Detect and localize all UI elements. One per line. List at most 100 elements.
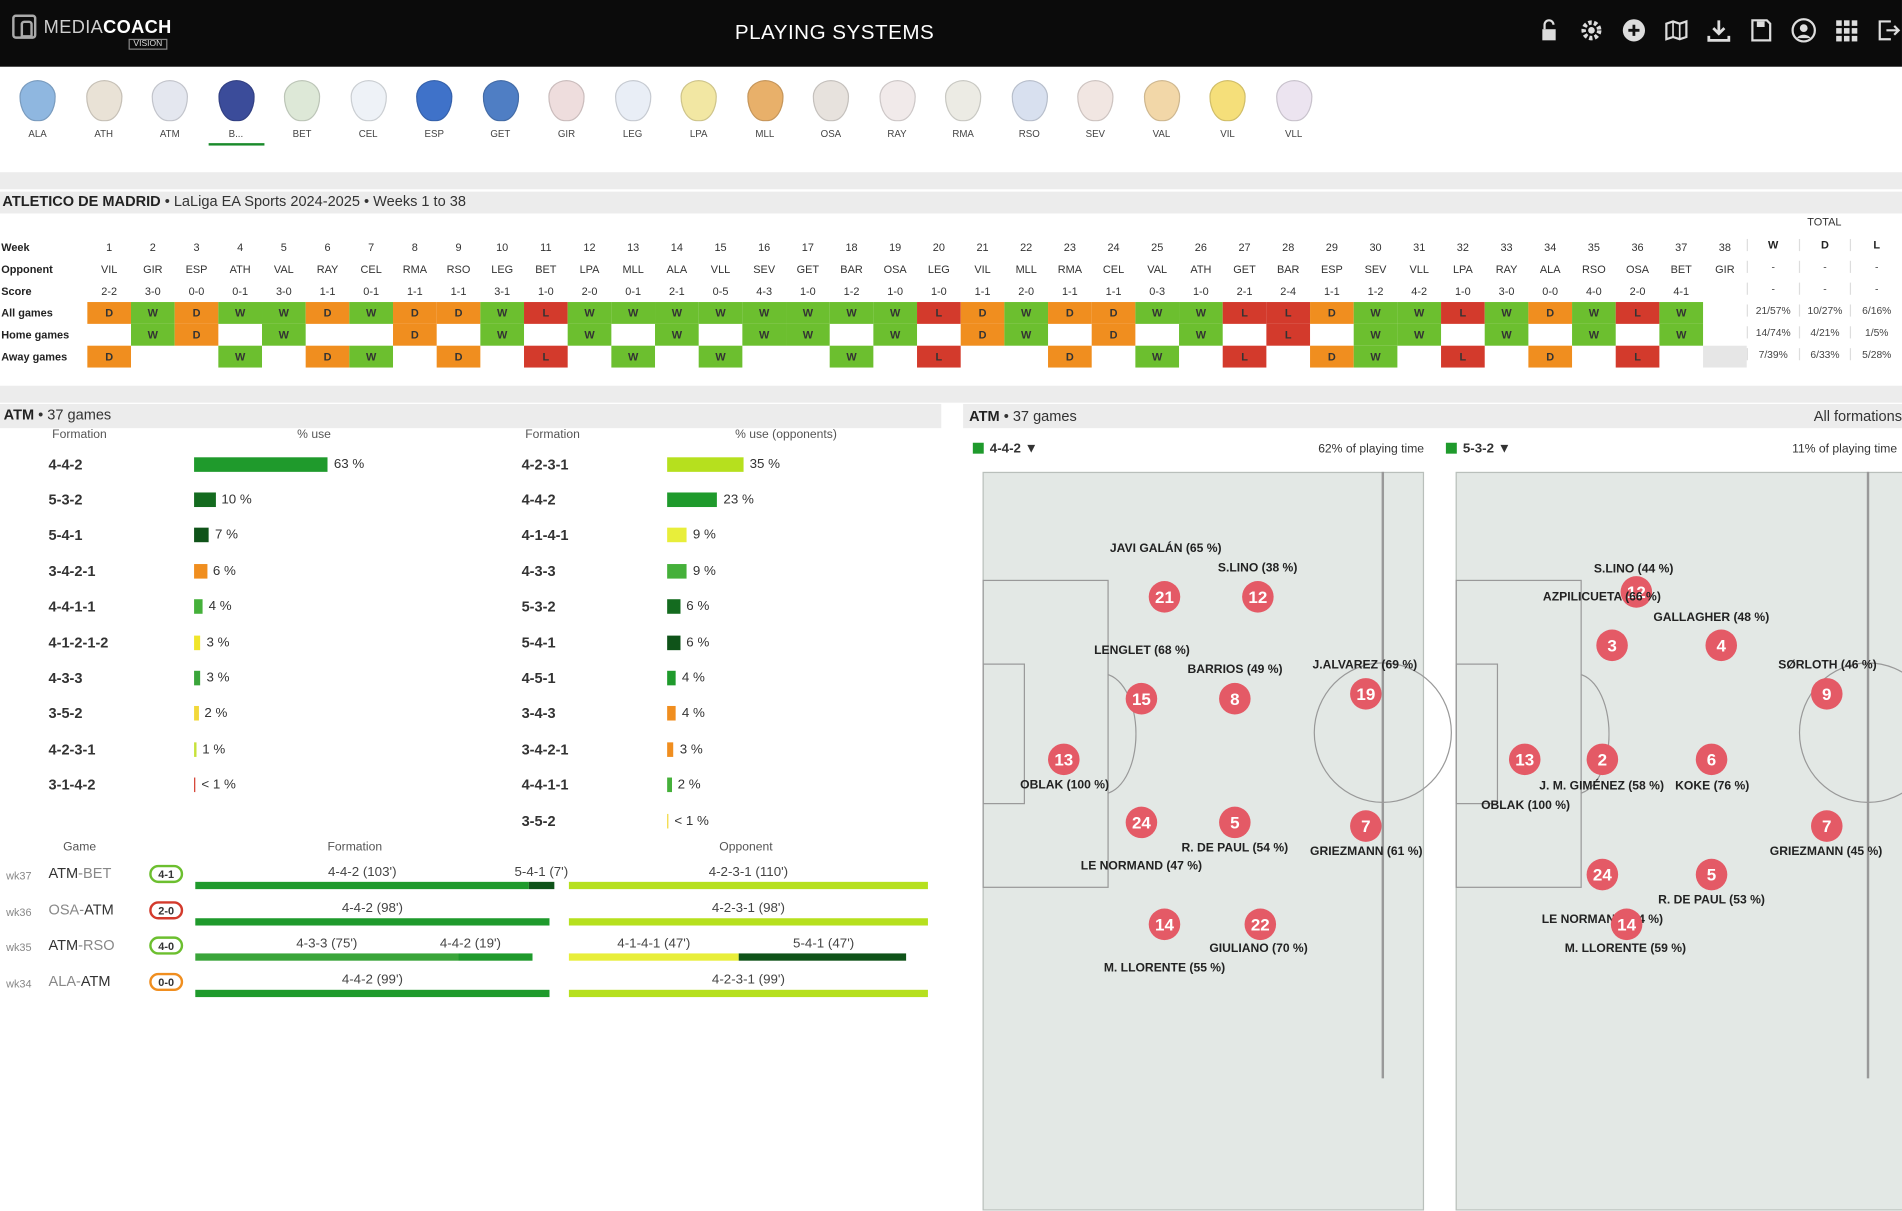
result-cell[interactable]: W [567,323,612,346]
team-get[interactable]: GET [472,75,528,145]
formation-row[interactable]: 4-4-1-1 4 % [49,589,232,624]
result-cell[interactable]: W [611,345,656,368]
opp-formation-row[interactable]: 3-5-2 < 1 % [522,803,709,838]
result-cell[interactable]: W [786,323,830,346]
player-marker[interactable]: 14 [1610,908,1643,941]
player-marker[interactable]: 15 [1125,682,1158,715]
result-cell[interactable]: D [174,302,219,324]
player-marker[interactable]: 5 [1219,806,1251,839]
player-marker[interactable]: 12 [1242,581,1274,613]
team-ray[interactable]: RAY [869,75,925,145]
formation-row[interactable]: 3-4-2-1 6 % [49,553,236,588]
result-cell[interactable]: W [1353,323,1398,346]
team-vil[interactable]: VIL [1200,75,1256,145]
result-cell[interactable]: W [262,302,306,324]
team-vll[interactable]: VLL [1266,75,1322,145]
result-cell[interactable]: W [611,302,656,324]
result-cell[interactable]: D [1048,302,1092,324]
result-cell[interactable]: L [1615,302,1660,324]
exit-icon[interactable] [1875,17,1902,44]
player-marker[interactable]: 24 [1586,858,1619,891]
result-cell[interactable]: W [480,302,525,324]
opp-formation-row[interactable]: 3-4-3 4 % [522,696,705,731]
team-mll[interactable]: MLL [737,75,793,145]
formation-row[interactable]: 5-3-2 10 % [49,482,252,517]
result-cell[interactable]: D [1091,323,1136,346]
result-cell[interactable]: W [1572,302,1616,324]
result-cell[interactable]: D [393,323,437,346]
result-cell[interactable]: D [87,302,132,324]
team-atm[interactable]: ATM [142,75,198,145]
result-cell[interactable]: D [1048,345,1092,368]
player-marker[interactable]: 19 [1350,678,1382,710]
result-cell[interactable]: W [1179,323,1223,346]
result-cell[interactable]: W [1353,302,1398,324]
result-cell[interactable]: W [131,323,175,346]
result-cell[interactable]: D [174,323,219,346]
result-cell[interactable]: W [698,345,743,368]
result-cell[interactable]: W [1179,302,1223,324]
plus-circle-icon[interactable] [1621,17,1648,44]
result-cell[interactable]: W [218,345,263,368]
result-cell[interactable]: L [1615,345,1660,368]
player-marker[interactable]: 22 [1244,908,1277,941]
result-cell[interactable]: W [655,302,699,324]
result-cell[interactable]: D [1310,302,1354,324]
team-rso[interactable]: RSO [1001,75,1057,145]
formation-row[interactable]: 3-1-4-2 < 1 % [49,767,236,802]
player-marker[interactable]: 14 [1148,908,1181,941]
map-icon[interactable] [1663,17,1690,44]
team-cel[interactable]: CEL [340,75,396,145]
player-marker[interactable]: 13 [1048,743,1080,776]
result-cell[interactable]: W [480,323,525,346]
formation-row[interactable]: 4-1-2-1-2 3 % [49,625,230,660]
team-bet[interactable]: BET [274,75,330,145]
formation-row[interactable]: 4-4-2 63 % [49,446,365,481]
player-marker[interactable]: 7 [1350,810,1382,842]
result-cell[interactable]: W [1484,302,1529,324]
result-cell[interactable]: W [1135,302,1180,324]
opp-formation-row[interactable]: 4-5-1 4 % [522,660,705,695]
formation-row[interactable]: 3-5-2 2 % [49,696,228,731]
result-cell[interactable]: D [305,302,350,324]
result-cell[interactable]: W [567,302,612,324]
team-osa[interactable]: OSA [803,75,859,145]
player-marker[interactable]: 8 [1219,682,1251,715]
player-marker[interactable]: 12 [1620,576,1653,608]
result-cell[interactable]: W [349,345,394,368]
result-cell[interactable]: W [1659,323,1704,346]
game-row[interactable]: wk36 OSA-ATM 2-0 4-4-2 (98') 4-2-3-1 (98') [0,893,941,928]
result-cell[interactable]: W [829,302,874,324]
result-cell[interactable]: W [1397,323,1442,346]
opp-formation-row[interactable]: 4-4-1-1 2 % [522,767,701,802]
all-formations-link[interactable]: All formations [1813,407,1902,425]
result-cell[interactable]: D [436,302,481,324]
download-icon[interactable] [1705,17,1732,44]
game-row[interactable]: wk34 ALA-ATM 0-0 4-4-2 (99') 4-2-3-1 (99') [0,965,941,1000]
result-cell[interactable]: L [1222,302,1267,324]
result-cell[interactable]: D [960,323,1005,346]
opp-formation-row[interactable]: 4-2-3-1 35 % [522,446,780,481]
result-cell[interactable]: L [917,345,961,368]
player-marker[interactable]: 24 [1125,806,1158,839]
team-sev[interactable]: SEV [1067,75,1123,145]
pitch-formation[interactable]: 4-4-2 ▼ [989,441,1038,457]
player-marker[interactable]: 7 [1811,810,1843,842]
user-icon[interactable] [1790,17,1817,44]
result-cell[interactable]: L [1441,302,1485,324]
result-cell[interactable]: W [1135,345,1180,368]
result-cell[interactable]: W [655,323,699,346]
result-cell[interactable]: D [436,345,481,368]
result-cell[interactable]: D [393,302,437,324]
opp-formation-row[interactable]: 4-3-3 9 % [522,553,716,588]
opp-formation-row[interactable]: 5-3-2 6 % [522,589,710,624]
result-cell[interactable]: W [1353,345,1398,368]
formation-row[interactable]: 4-3-3 3 % [49,660,230,695]
result-cell[interactable]: W [262,323,306,346]
team-esp[interactable]: ESP [406,75,462,145]
result-cell[interactable]: W [1004,302,1049,324]
lock-icon[interactable] [1536,17,1563,44]
player-marker[interactable]: 9 [1811,678,1843,710]
player-marker[interactable]: 3 [1596,629,1628,662]
pitch-formation[interactable]: 5-3-2 ▼ [1462,441,1511,457]
